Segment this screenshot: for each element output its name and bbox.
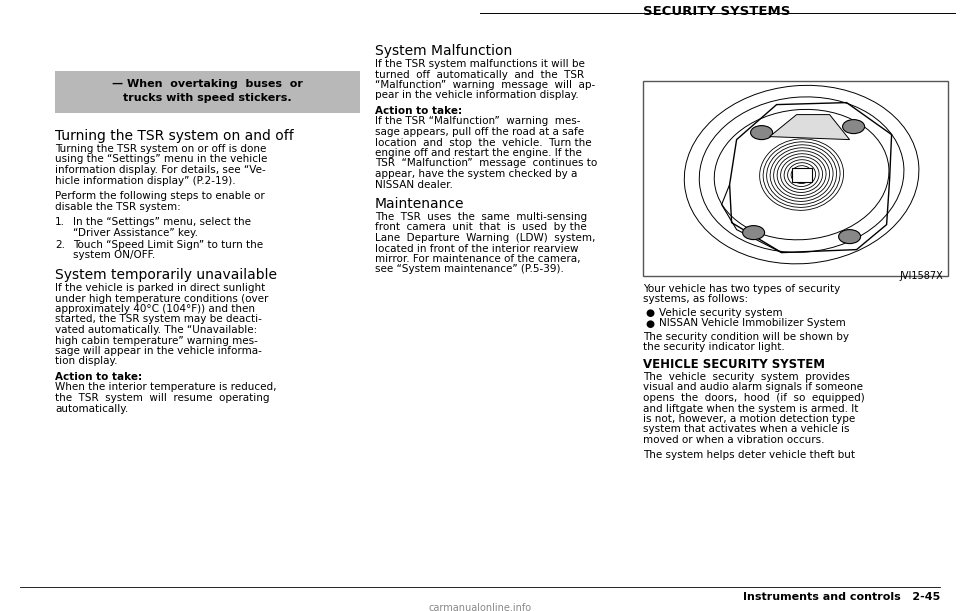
Bar: [55, 71, 360, 113]
Text: information display. For details, see “Ve-: information display. For details, see “V…: [55, 165, 266, 175]
Text: The  TSR  uses  the  same  multi-sensing: The TSR uses the same multi-sensing: [375, 212, 588, 222]
Text: Instruments and controls   2-45: Instruments and controls 2-45: [743, 592, 940, 602]
Text: ●: ●: [645, 308, 654, 318]
Bar: [792, 167, 811, 181]
Text: “Malfunction”  warning  message  will  ap-: “Malfunction” warning message will ap-: [375, 80, 595, 90]
Text: If the vehicle is parked in direct sunlight: If the vehicle is parked in direct sunli…: [55, 283, 265, 293]
Text: disable the TSR system:: disable the TSR system:: [55, 202, 180, 211]
Text: systems, as follows:: systems, as follows:: [643, 295, 748, 304]
Text: appear, have the system checked by a: appear, have the system checked by a: [375, 169, 577, 179]
Text: using the “Settings” menu in the vehicle: using the “Settings” menu in the vehicle: [55, 155, 268, 164]
Text: pear in the vehicle information display.: pear in the vehicle information display.: [375, 90, 579, 100]
Text: trucks with speed stickers.: trucks with speed stickers.: [123, 93, 292, 103]
Text: Vehicle security system: Vehicle security system: [659, 308, 782, 318]
Circle shape: [798, 170, 805, 178]
Text: Maintenance: Maintenance: [375, 197, 465, 211]
Text: located in front of the interior rearview: located in front of the interior rearvie…: [375, 244, 579, 254]
Text: Turning the TSR system on or off is done: Turning the TSR system on or off is done: [55, 144, 266, 154]
Text: If the TSR system malfunctions it will be: If the TSR system malfunctions it will b…: [375, 59, 585, 69]
Text: System temporarily unavailable: System temporarily unavailable: [55, 268, 277, 282]
Text: When the interior temperature is reduced,: When the interior temperature is reduced…: [55, 382, 276, 392]
Text: 1.: 1.: [55, 217, 65, 227]
Text: the  TSR  system  will  resume  operating: the TSR system will resume operating: [55, 393, 270, 403]
Ellipse shape: [843, 120, 865, 134]
Text: Touch “Speed Limit Sign” to turn the: Touch “Speed Limit Sign” to turn the: [73, 240, 263, 250]
Polygon shape: [770, 115, 850, 139]
Text: location  and  stop  the  vehicle.  Turn the: location and stop the vehicle. Turn the: [375, 137, 591, 147]
Text: tion display.: tion display.: [55, 356, 117, 367]
Text: approximately 40°C (104°F)) and then: approximately 40°C (104°F)) and then: [55, 304, 255, 314]
Text: visual and audio alarm signals if someone: visual and audio alarm signals if someon…: [643, 382, 863, 392]
Text: opens  the  doors,  hood  (if  so  equipped): opens the doors, hood (if so equipped): [643, 393, 865, 403]
Text: “Driver Assistance” key.: “Driver Assistance” key.: [73, 227, 198, 238]
Text: moved or when a vibration occurs.: moved or when a vibration occurs.: [643, 435, 825, 445]
Text: the security indicator light.: the security indicator light.: [643, 343, 784, 353]
Text: TSR  “Malfunction”  message  continues to: TSR “Malfunction” message continues to: [375, 158, 597, 169]
Text: The security condition will be shown by: The security condition will be shown by: [643, 332, 849, 342]
Text: SECURITY SYSTEMS: SECURITY SYSTEMS: [643, 5, 790, 18]
Text: Your vehicle has two types of security: Your vehicle has two types of security: [643, 284, 840, 294]
Text: The system helps deter vehicle theft but: The system helps deter vehicle theft but: [643, 450, 855, 461]
Text: 2.: 2.: [55, 240, 65, 250]
Text: engine off and restart the engine. If the: engine off and restart the engine. If th…: [375, 148, 582, 158]
Text: vated automatically. The “Unavailable:: vated automatically. The “Unavailable:: [55, 325, 257, 335]
Text: NISSAN Vehicle Immobilizer System: NISSAN Vehicle Immobilizer System: [659, 318, 846, 329]
Text: front  camera  unit  that  is  used  by the: front camera unit that is used by the: [375, 222, 587, 233]
Text: system ON/OFF.: system ON/OFF.: [73, 251, 156, 260]
Text: Action to take:: Action to take:: [55, 372, 142, 382]
Text: The  vehicle  security  system  provides: The vehicle security system provides: [643, 372, 850, 382]
Ellipse shape: [839, 230, 860, 244]
Text: Lane  Departure  Warning  (LDW)  system,: Lane Departure Warning (LDW) system,: [375, 233, 595, 243]
Text: VEHICLE SECURITY SYSTEM: VEHICLE SECURITY SYSTEM: [643, 358, 825, 371]
Text: turned  off  automatically  and  the  TSR: turned off automatically and the TSR: [375, 70, 584, 79]
Bar: [643, 81, 948, 276]
Text: ●: ●: [645, 318, 654, 329]
Text: sage appears, pull off the road at a safe: sage appears, pull off the road at a saf…: [375, 127, 584, 137]
Text: If the TSR “Malfunction”  warning  mes-: If the TSR “Malfunction” warning mes-: [375, 117, 581, 126]
Text: carmanualonline.info: carmanualonline.info: [428, 603, 532, 611]
Text: automatically.: automatically.: [55, 403, 129, 414]
Text: Perform the following steps to enable or: Perform the following steps to enable or: [55, 191, 265, 201]
Text: Action to take:: Action to take:: [375, 106, 462, 116]
Ellipse shape: [751, 126, 773, 139]
Text: In the “Settings” menu, select the: In the “Settings” menu, select the: [73, 217, 251, 227]
Text: under high temperature conditions (over: under high temperature conditions (over: [55, 293, 269, 304]
Text: high cabin temperature” warning mes-: high cabin temperature” warning mes-: [55, 335, 258, 345]
Text: — When  overtaking  buses  or: — When overtaking buses or: [112, 79, 303, 89]
Ellipse shape: [743, 225, 764, 240]
Text: Turning the TSR system on and off: Turning the TSR system on and off: [55, 129, 294, 143]
Text: JVI1587X: JVI1587X: [900, 271, 943, 281]
Text: sage will appear in the vehicle informa-: sage will appear in the vehicle informa-: [55, 346, 262, 356]
Text: started, the TSR system may be deacti-: started, the TSR system may be deacti-: [55, 315, 262, 324]
Text: and liftgate when the system is armed. It: and liftgate when the system is armed. I…: [643, 403, 858, 414]
Text: hicle information display” (P.2-19).: hicle information display” (P.2-19).: [55, 175, 235, 186]
Text: NISSAN dealer.: NISSAN dealer.: [375, 180, 453, 189]
Text: system that activates when a vehicle is: system that activates when a vehicle is: [643, 425, 850, 434]
Text: is not, however, a motion detection type: is not, however, a motion detection type: [643, 414, 855, 424]
Text: see “System maintenance” (P.5-39).: see “System maintenance” (P.5-39).: [375, 265, 564, 274]
Text: mirror. For maintenance of the camera,: mirror. For maintenance of the camera,: [375, 254, 581, 264]
Text: System Malfunction: System Malfunction: [375, 44, 513, 58]
